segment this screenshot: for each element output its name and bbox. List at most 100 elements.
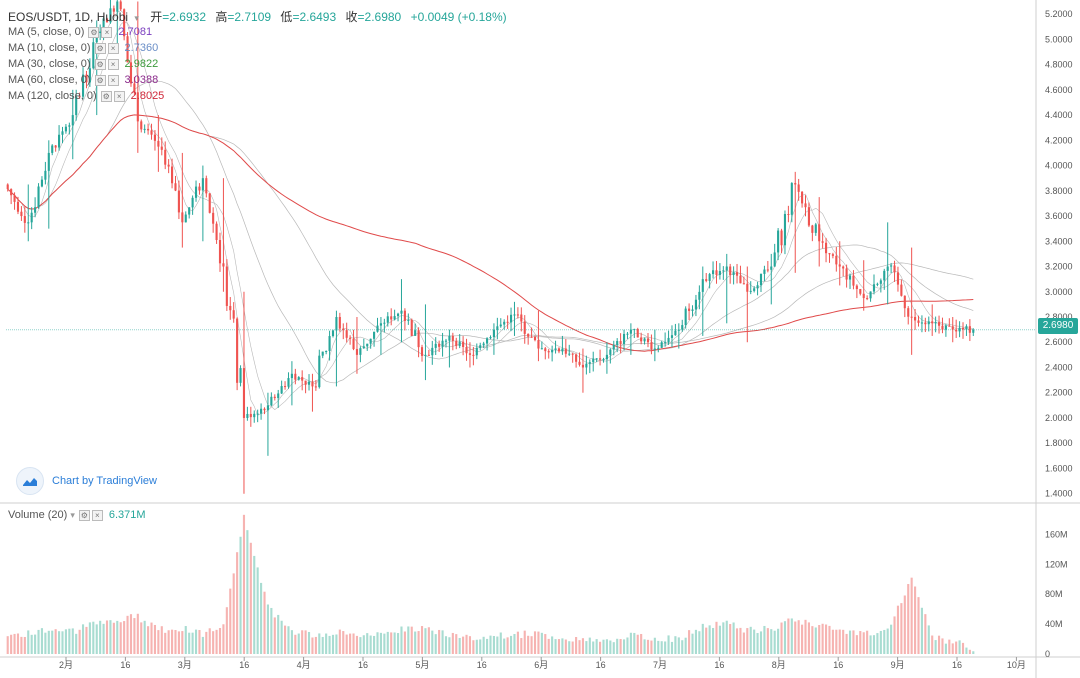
candle-body	[47, 152, 50, 171]
volume-bar	[551, 636, 554, 654]
candle-body	[242, 368, 246, 418]
candle-body	[23, 216, 26, 223]
candle-body	[20, 211, 23, 217]
indicator-label[interactable]: MA (10, close, 0)	[8, 42, 91, 54]
close-icon[interactable]: ×	[113, 90, 125, 102]
candle-body	[133, 83, 136, 93]
candle-body	[201, 178, 204, 191]
volume-bar	[201, 636, 204, 654]
candle-body	[691, 309, 694, 311]
volume-bar	[725, 620, 728, 654]
candle-body	[75, 96, 78, 116]
volume-bar	[256, 567, 259, 654]
candle-body	[390, 316, 393, 320]
volume-bar	[783, 621, 787, 654]
settings-icon[interactable]: ⚙	[94, 74, 106, 86]
volume-bar	[616, 638, 619, 654]
candle-body	[205, 178, 208, 194]
volume-bar	[568, 641, 571, 654]
tradingview-watermark[interactable]: Chart by TradingView	[16, 467, 157, 495]
volume-bar	[359, 637, 362, 654]
chevron-down-icon[interactable]: ▾	[134, 13, 139, 23]
volume-bar	[75, 633, 78, 654]
candle-body	[951, 326, 954, 330]
close-icon[interactable]: ×	[107, 58, 119, 70]
volume-bar	[465, 634, 468, 654]
volume-bar	[729, 624, 732, 654]
ma120-line	[7, 114, 974, 352]
indicator-label[interactable]: MA (5, close, 0)	[8, 26, 85, 38]
volume-bar	[694, 629, 698, 654]
chevron-down-icon[interactable]: ▾	[70, 509, 75, 520]
volume-bar	[927, 625, 930, 654]
volume-bar	[318, 633, 321, 654]
volume-bar	[955, 641, 958, 654]
settings-icon[interactable]: ⚙	[94, 58, 106, 70]
close-icon[interactable]: ×	[101, 26, 113, 38]
candle-body	[879, 280, 882, 284]
candle-body	[626, 333, 629, 335]
indicator-label[interactable]: MA (30, close, 0)	[8, 58, 91, 70]
candle-body	[852, 275, 855, 286]
candle-body	[34, 207, 37, 213]
time-axis[interactable]: 2月 16 3月 16 4月 16 5月 16 6月 16 7月 16 8月 16 9月 16 10月	[59, 657, 1026, 670]
volume-bar	[557, 639, 561, 654]
volume-bar	[592, 641, 595, 654]
candle-body	[866, 298, 869, 300]
volume-bar	[544, 634, 547, 654]
indicator-label[interactable]: MA (60, close, 0)	[8, 74, 91, 86]
volume-bar	[862, 632, 865, 654]
volume-bar	[523, 630, 526, 654]
candle-body	[503, 321, 506, 325]
candle-body	[280, 386, 283, 394]
candle-body	[88, 68, 91, 83]
settings-icon[interactable]: ⚙	[78, 509, 90, 521]
price-candles	[6, 0, 975, 494]
settings-icon[interactable]: ⚙	[100, 90, 112, 102]
close-icon[interactable]: ×	[107, 42, 119, 54]
close-icon[interactable]: ×	[91, 509, 103, 521]
volume-bar	[629, 632, 632, 654]
candle-body	[955, 329, 958, 332]
volume-bar	[811, 626, 814, 654]
indicator-ma120: MA (120, close, 0) ⚙ × 2.8025	[8, 90, 164, 102]
candle-body	[527, 333, 530, 337]
volume-bar	[414, 631, 417, 654]
volume-legend: Volume (20) ▾ ⚙ × 6.371M	[8, 509, 146, 521]
volume-label[interactable]: Volume (20)	[8, 509, 68, 521]
volume-bar	[564, 639, 567, 654]
volume-bar	[859, 631, 862, 654]
candle-body	[653, 348, 656, 350]
candle-body	[783, 214, 787, 246]
candle-body	[475, 347, 478, 356]
symbol-label[interactable]: EOS/USDT, 1D, Huobi	[8, 10, 129, 24]
price-axis[interactable]: 5.2000 5.0000 4.8000 4.6000 4.4000 4.2000 4.00…	[1045, 9, 1073, 499]
volume-bar	[958, 640, 961, 654]
volume-bar	[34, 634, 37, 654]
volume-bar	[575, 636, 578, 654]
volume-bar	[328, 635, 331, 654]
volume-bar	[759, 631, 763, 654]
candle-body	[599, 358, 602, 360]
candle-body	[547, 351, 550, 353]
volume-bar	[194, 629, 198, 654]
volume-bar	[475, 639, 478, 654]
volume-bar	[961, 642, 965, 654]
candle-body	[828, 253, 831, 255]
indicator-label[interactable]: MA (120, close, 0)	[8, 90, 97, 102]
candle-body	[236, 318, 239, 383]
candle-body	[68, 125, 71, 127]
settings-icon[interactable]: ⚙	[88, 26, 100, 38]
candle-body	[674, 330, 677, 336]
settings-icon[interactable]: ⚙	[94, 42, 106, 54]
volume-axis[interactable]: 160M 120M 80M 40M 0	[1045, 529, 1068, 659]
volume-bar	[777, 628, 780, 654]
volume-bar	[910, 577, 913, 654]
change-value: +0.0049 (+0.18%)	[410, 10, 507, 24]
close-icon[interactable]: ×	[107, 74, 119, 86]
candle-body	[218, 240, 222, 264]
candle-body	[171, 166, 174, 184]
volume-bar	[427, 627, 430, 654]
volume-bar	[266, 604, 269, 654]
